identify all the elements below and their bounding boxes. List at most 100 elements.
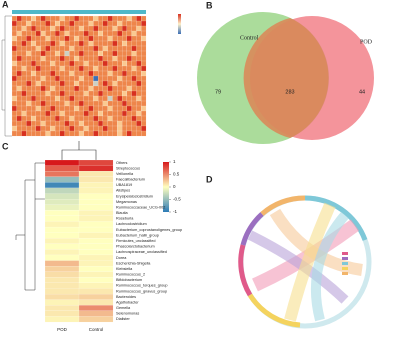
heatmap-cell <box>50 75 56 82</box>
heatmap-cell <box>98 85 104 92</box>
heatmap-cell <box>11 70 17 77</box>
heatmap-cell <box>107 40 113 47</box>
heatmap-cell <box>102 65 108 72</box>
heatmap-cell <box>117 30 123 37</box>
heatmap-cell <box>121 120 127 127</box>
row-label: Erysipelatoclostridium <box>116 194 153 198</box>
heatmap-cell <box>102 30 108 37</box>
heatmap-cell <box>141 100 147 107</box>
heatmap-cell <box>45 85 51 92</box>
heatmap-cell <box>69 65 75 72</box>
heatmap-cell <box>78 25 84 32</box>
heatmap-cell <box>69 85 75 92</box>
heatmap-cell <box>69 20 75 27</box>
heatmap-cell <box>93 85 99 92</box>
heatmap-cell <box>44 159 80 166</box>
heatmap-cell <box>54 80 60 87</box>
heatmap-cell <box>126 45 132 52</box>
heatmap-cell <box>44 215 80 222</box>
heatmap-cell <box>40 30 46 37</box>
heatmap-cell <box>117 65 123 72</box>
heatmap-cell <box>35 125 41 132</box>
heatmap-cell <box>102 25 108 32</box>
heatmap-cell <box>117 75 123 82</box>
heatmap-cell <box>83 85 89 92</box>
row-label: Blautia <box>116 211 128 215</box>
heatmap-cell <box>78 293 114 300</box>
heatmap-cell <box>126 15 132 22</box>
heatmap-cell <box>21 80 27 87</box>
heatmap-cell <box>40 75 46 82</box>
heatmap-cell <box>26 45 32 52</box>
heatmap-cell <box>21 125 27 132</box>
row-label: Roseburia <box>116 217 134 221</box>
heatmap-cell <box>78 221 114 228</box>
heatmap-cell <box>126 130 132 137</box>
heatmap-cell <box>88 100 94 107</box>
heatmap-cell <box>93 125 99 132</box>
heatmap-cell <box>78 215 114 222</box>
heatmap-cell <box>54 25 60 32</box>
row-label: Dorea <box>116 256 127 260</box>
heatmap-cell <box>59 105 65 112</box>
heatmap-cell <box>117 15 123 22</box>
heatmap-cell <box>141 65 147 72</box>
heatmap-cell <box>131 45 137 52</box>
heatmap-cell <box>78 288 114 295</box>
heatmap-cell <box>141 110 147 117</box>
heatmap-cell <box>11 80 17 87</box>
heatmap-cell <box>11 45 17 52</box>
row-label: Lachnoclostridium <box>116 222 147 226</box>
heatmap-cell <box>121 80 127 87</box>
heatmap-cell <box>31 15 37 22</box>
heatmap-cell <box>54 30 60 37</box>
heatmap-cell <box>78 125 84 132</box>
panel-label: B <box>206 0 213 10</box>
heatmap-cell <box>83 60 89 67</box>
heatmap-cell <box>74 65 80 72</box>
heatmap-cell <box>35 115 41 122</box>
row-label: Lachnospiraceae_unclassified <box>116 250 167 254</box>
heatmap-cell <box>74 115 80 122</box>
heatmap-cell <box>59 65 65 72</box>
heatmap-cell <box>74 125 80 132</box>
heatmap-cell <box>126 105 132 112</box>
heatmap-cell <box>112 110 118 117</box>
heatmap-cell <box>50 55 56 62</box>
heatmap-cell <box>40 35 46 42</box>
heatmap-cell <box>93 40 99 47</box>
heatmap-cell <box>126 95 132 102</box>
heatmap-cell <box>78 20 84 27</box>
heatmap-cell <box>93 45 99 52</box>
heatmap-cell <box>117 115 123 122</box>
chord-arc <box>304 195 368 241</box>
heatmap-cell <box>54 85 60 92</box>
chord-arc <box>240 212 264 246</box>
heatmap-cell <box>117 25 123 32</box>
heatmap-cell <box>44 193 80 200</box>
heatmap-cell <box>31 105 37 112</box>
group-bar <box>12 10 146 14</box>
heatmap-cell <box>11 75 17 82</box>
heatmap-cell <box>88 70 94 77</box>
heatmap-cell <box>107 50 113 57</box>
heatmap-cell <box>98 95 104 102</box>
heatmap-cell <box>121 50 127 57</box>
heatmap-cell <box>141 95 147 102</box>
heatmap-cell <box>131 100 137 107</box>
heatmap-cell <box>54 40 60 47</box>
heatmap-cell <box>54 15 60 22</box>
heatmap-cell <box>40 95 46 102</box>
heatmap-cell <box>11 110 17 117</box>
heatmap-cell <box>16 45 22 52</box>
heatmap-cell <box>131 20 137 27</box>
heatmap-cell <box>31 85 37 92</box>
heatmap-cell <box>83 105 89 112</box>
heatmap-cell <box>131 130 137 137</box>
heatmap-cell <box>98 110 104 117</box>
heatmap-cell <box>69 50 75 57</box>
heatmap-cell <box>54 60 60 67</box>
heatmap-cell <box>50 65 56 72</box>
heatmap-cell <box>126 50 132 57</box>
